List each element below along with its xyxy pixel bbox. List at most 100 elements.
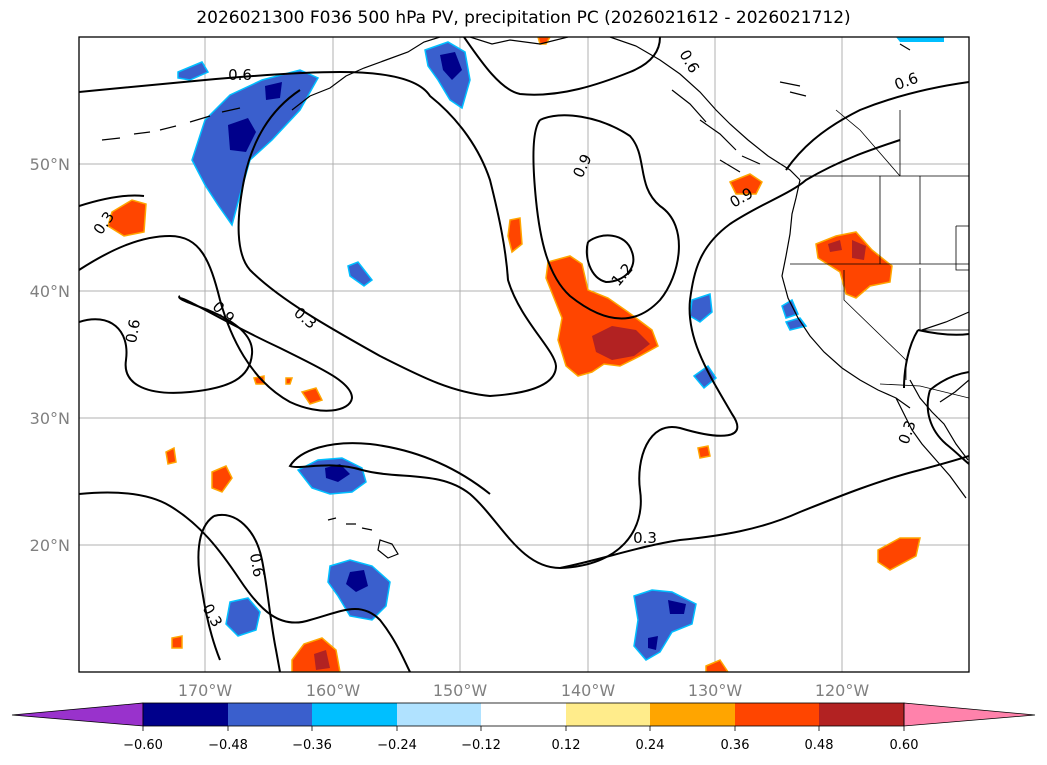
colorbar-tick-label: −0.24 [377, 738, 417, 753]
lon-label: 150°W [433, 681, 488, 700]
coastline-alaska [291, 37, 569, 111]
precip-patch-small [177, 61, 210, 81]
precip-patch-small [107, 199, 147, 237]
precip-core [325, 464, 350, 482]
colorbar-tick-label: 0.48 [805, 738, 834, 753]
map-title: 2026021300 F036 500 hPa PV, precipitatio… [196, 8, 851, 28]
colorbar-segment [566, 703, 650, 726]
colorbar-segment [312, 703, 397, 726]
colorbar-tick-label: −0.48 [208, 738, 248, 753]
lat-labels: 50°N 40°N 30°N 20°N [30, 155, 70, 555]
lat-label: 50°N [30, 155, 70, 174]
precip-patch-gulf-west [191, 69, 320, 227]
lon-label: 120°W [815, 681, 870, 700]
colorbar-tick-label: 0.24 [636, 738, 665, 753]
pv-contour [903, 329, 969, 389]
coastline-baja [895, 379, 969, 499]
pv-contour [79, 491, 411, 672]
border-state [955, 225, 969, 271]
colorbar-tick-label: 0.60 [890, 738, 919, 753]
contour-label: 0.3 [633, 529, 657, 547]
colorbar-tick-label: 0.36 [721, 738, 750, 753]
contour-label: 0.6 [228, 66, 252, 84]
lon-label: 130°W [688, 681, 743, 700]
precip-patch-small [507, 217, 523, 254]
coastline-aleutians [101, 107, 241, 141]
coastline-west-us [781, 179, 911, 409]
precip-core [592, 326, 650, 360]
colorbar-segment [397, 703, 481, 726]
precip-core [265, 82, 282, 100]
precip-core [668, 600, 686, 614]
lon-label: 160°W [306, 681, 361, 700]
precip-patch-small [253, 375, 265, 385]
pv-contour [532, 114, 680, 320]
gridlines [79, 37, 969, 672]
colorbar-extend-high [903, 702, 1036, 727]
precip-patch-small [728, 173, 763, 195]
precip-core [852, 240, 866, 260]
coastline-panhandle [609, 37, 801, 181]
colorbar-extend-low [11, 702, 144, 727]
precip-patch-small [285, 377, 294, 385]
pv-contour [463, 37, 661, 96]
coastline-mainland-mexico [921, 311, 969, 403]
precip-patch-small [705, 659, 729, 672]
precip-patch-small [784, 317, 808, 331]
precip-patch-small [171, 635, 183, 649]
precip-patch-small [165, 446, 177, 465]
pv-contour [197, 513, 281, 672]
pv-contour [559, 455, 969, 569]
pv-contour [79, 295, 254, 394]
pv-contour [926, 371, 969, 465]
pv-contour [79, 194, 354, 412]
precip-patch-small [300, 387, 324, 405]
contour-label: 0.6 [246, 552, 268, 579]
precip-core [648, 636, 658, 650]
precip-core [228, 118, 256, 152]
precip-patch-small [225, 597, 261, 637]
precip-core [440, 52, 462, 80]
colorbar-tick-label: 0.12 [552, 738, 581, 753]
lat-label: 20°N [30, 536, 70, 555]
pv-contour [79, 70, 558, 398]
coastline-far-east-islands [779, 43, 911, 97]
pv-contour [288, 299, 739, 570]
colorbar-outline [142, 702, 905, 727]
precip-patch-small [697, 445, 711, 459]
lon-label: 170°W [178, 681, 233, 700]
coastlines [101, 37, 969, 559]
precip-core [346, 570, 368, 592]
contour-label: 0.6 [122, 318, 144, 345]
lat-label: 30°N [30, 409, 70, 428]
lon-label: 140°W [561, 681, 616, 700]
colorbar-tick-label: −0.36 [292, 738, 332, 753]
colorbar-segment [650, 703, 735, 726]
lon-labels: 170°W 160°W 150°W 140°W 130°W 120°W [178, 681, 870, 700]
colorbar-segment [735, 703, 819, 726]
colorbar-segment [481, 703, 566, 726]
colorbar-tick-label: −0.12 [461, 738, 501, 753]
precip-core [828, 240, 842, 252]
pv-contour [785, 81, 969, 171]
pv-contours [79, 37, 969, 672]
pv-contour [689, 139, 901, 301]
border-canada-province [835, 109, 901, 177]
precip-patch-small [877, 537, 921, 571]
colorbar: −0.60 −0.48 −0.36 −0.24 −0.12 0.12 0.24 … [11, 702, 1036, 753]
colorbar-segment [819, 703, 904, 726]
coastline-hawaii [327, 517, 399, 559]
colorbar-ticks [142, 726, 905, 731]
precip-core [314, 650, 330, 670]
precip-patch-small [211, 465, 233, 493]
colorbar-segment [228, 703, 312, 726]
precip-patch-small [781, 298, 800, 319]
lat-label: 40°N [30, 282, 70, 301]
precip-patch-small [347, 261, 374, 287]
coastline-panhandle-islands [671, 89, 761, 173]
colorbar-segment [143, 703, 228, 726]
colorbar-tick-label: −0.60 [123, 738, 163, 753]
precip-patch-small [692, 364, 717, 390]
precip-positive [107, 37, 921, 672]
